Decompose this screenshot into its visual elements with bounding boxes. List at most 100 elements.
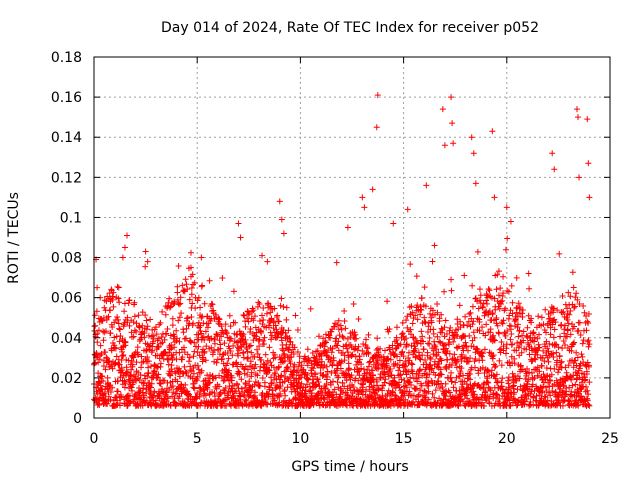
data-point <box>575 327 582 334</box>
data-point <box>95 359 102 366</box>
data-point <box>230 342 237 349</box>
data-point <box>369 186 376 193</box>
data-point <box>489 355 496 362</box>
data-point <box>167 372 174 379</box>
data-point <box>275 363 282 370</box>
y-tick-label: 0.02 <box>51 371 82 387</box>
data-point <box>344 392 351 399</box>
data-point <box>251 353 258 360</box>
data-point <box>277 302 284 309</box>
data-point <box>423 182 430 189</box>
data-point <box>226 312 233 319</box>
data-point <box>396 357 403 364</box>
data-point <box>312 371 319 378</box>
data-point <box>278 355 285 362</box>
data-point <box>481 370 488 377</box>
data-point <box>197 328 204 335</box>
data-point <box>534 372 541 379</box>
data-point <box>183 325 190 332</box>
data-point <box>134 344 141 351</box>
y-tick-label: 0.04 <box>51 331 82 347</box>
data-point <box>511 389 518 396</box>
data-point <box>348 352 355 359</box>
data-point <box>384 298 391 305</box>
data-point <box>122 338 129 345</box>
data-point <box>103 354 110 361</box>
data-point <box>116 299 123 306</box>
data-point <box>230 393 237 400</box>
data-point <box>553 349 560 356</box>
data-point <box>484 378 491 385</box>
data-point <box>489 128 496 135</box>
data-point <box>95 327 102 334</box>
data-point <box>250 337 257 344</box>
data-point <box>234 363 241 370</box>
data-point <box>177 300 184 307</box>
data-point <box>482 332 489 339</box>
data-point <box>498 362 505 369</box>
data-point <box>211 336 218 343</box>
data-point <box>92 322 99 329</box>
data-point <box>274 312 281 319</box>
data-point <box>97 342 104 349</box>
axis-ticks: 0 5 10 15 20 25 0 0.02 0.04 0.06 0.08 0.1 0.12 0.14 0.… <box>51 50 619 447</box>
data-point <box>138 334 145 341</box>
data-point <box>294 349 301 356</box>
data-point <box>381 379 388 386</box>
data-point <box>500 273 507 280</box>
data-point <box>283 304 290 311</box>
data-point <box>120 323 127 330</box>
data-point <box>493 371 500 378</box>
data-point <box>583 383 590 390</box>
data-point <box>546 340 553 347</box>
data-point <box>144 373 151 380</box>
data-point <box>298 362 305 369</box>
data-point <box>540 371 547 378</box>
data-point <box>500 317 507 324</box>
y-tick-label: 0.1 <box>60 210 82 226</box>
y-axis-label: ROTI / TECUs <box>6 192 22 284</box>
data-point <box>140 385 147 392</box>
data-point <box>176 314 183 321</box>
data-point <box>258 329 265 336</box>
data-point <box>280 230 287 237</box>
data-point <box>102 349 109 356</box>
data-point <box>248 349 255 356</box>
data-point <box>469 282 476 289</box>
data-point <box>344 224 351 231</box>
data-point <box>422 319 429 326</box>
data-point <box>184 286 191 293</box>
data-point <box>119 254 126 261</box>
data-point <box>356 356 363 363</box>
data-point <box>519 314 526 321</box>
data-point <box>431 242 438 249</box>
data-point <box>176 338 183 345</box>
data-point <box>385 328 392 335</box>
data-point <box>206 379 213 386</box>
data-point <box>322 338 329 345</box>
data-point <box>243 345 250 352</box>
data-point <box>246 378 253 385</box>
data-point <box>182 276 189 283</box>
data-point <box>142 312 149 319</box>
data-point <box>487 326 494 333</box>
data-point <box>584 318 591 325</box>
data-point <box>585 337 592 344</box>
data-point <box>464 395 471 402</box>
data-point <box>441 388 448 395</box>
data-point <box>109 365 116 372</box>
x-tick-label: 25 <box>601 431 619 447</box>
data-point <box>242 337 249 344</box>
data-point <box>110 303 117 310</box>
data-point <box>387 356 394 363</box>
data-point <box>259 374 266 381</box>
data-point <box>476 327 483 334</box>
data-point <box>517 383 524 390</box>
data-point <box>514 386 521 393</box>
data-point <box>409 361 416 368</box>
data-point <box>176 349 183 356</box>
data-point <box>448 362 455 369</box>
data-point <box>519 306 526 313</box>
data-point <box>559 345 566 352</box>
data-point <box>287 360 294 367</box>
